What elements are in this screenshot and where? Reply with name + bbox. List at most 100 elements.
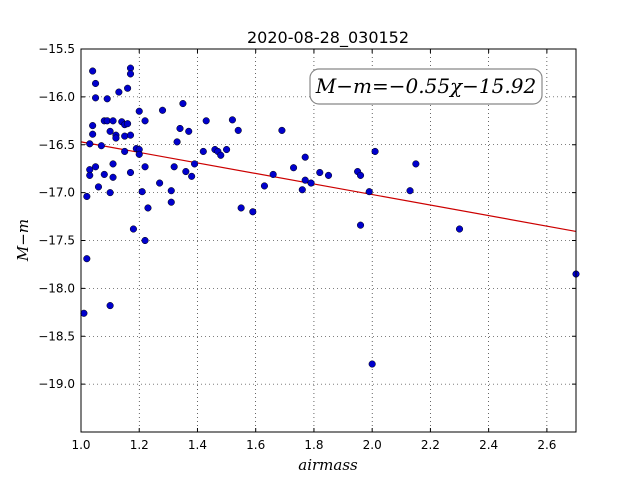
data-point <box>371 147 379 156</box>
fit-line <box>80 141 577 232</box>
data-point <box>109 117 117 125</box>
data-point <box>185 127 193 135</box>
x-tick-label: 1.4 <box>188 438 207 452</box>
data-point <box>141 236 149 245</box>
x-tick-label: 1.2 <box>130 438 149 452</box>
data-point <box>290 164 298 172</box>
data-point <box>260 182 268 190</box>
x-tick-label: 2.2 <box>421 438 440 452</box>
data-point <box>106 302 114 310</box>
data-point <box>89 130 97 138</box>
data-point <box>83 192 91 201</box>
data-point <box>223 145 231 154</box>
data-point <box>121 147 129 156</box>
data-point <box>182 168 190 176</box>
data-point <box>115 88 123 96</box>
fit-annotation: M−m=−0.55χ−15.92 <box>309 68 543 105</box>
data-point <box>167 198 175 206</box>
y-axis-label: M−m <box>14 219 32 262</box>
data-point <box>301 176 309 184</box>
data-point <box>217 151 225 159</box>
data-point <box>301 153 309 161</box>
data-point <box>179 100 187 108</box>
data-point <box>307 179 315 187</box>
data-point <box>278 126 286 134</box>
data-point <box>191 160 199 168</box>
data-point <box>109 173 117 181</box>
data-point <box>92 94 100 102</box>
data-point <box>92 79 100 88</box>
x-tick-label: 2.0 <box>363 438 382 452</box>
data-point <box>249 208 257 216</box>
y-tick-label: −17.0 <box>38 186 75 200</box>
data-point <box>135 150 143 158</box>
data-point <box>106 189 114 197</box>
data-point <box>228 116 236 124</box>
data-point <box>124 84 132 92</box>
data-point <box>126 168 135 177</box>
data-point <box>89 122 97 130</box>
data-point <box>269 170 277 178</box>
data-point <box>412 160 420 168</box>
data-point <box>89 67 97 75</box>
data-point <box>158 106 167 114</box>
y-tick-label: −17.5 <box>38 234 75 248</box>
data-point <box>144 204 152 212</box>
data-point <box>356 171 365 179</box>
data-point <box>86 166 94 174</box>
data-point <box>167 187 175 195</box>
data-point <box>100 170 108 178</box>
data-point <box>176 124 184 133</box>
data-point <box>135 107 143 115</box>
data-point <box>126 70 135 78</box>
data-point <box>173 138 181 146</box>
data-point <box>406 187 414 195</box>
data-point <box>97 142 105 150</box>
axis-ticks: 1.0 1.2 1.4 1.6 1.8 2.0 2.2 2.4 2.6 −15.5 −16.0 −16… <box>38 42 576 452</box>
annotation-box <box>309 68 543 105</box>
data-points <box>80 64 580 368</box>
data-point <box>170 163 178 171</box>
data-point <box>129 225 137 233</box>
data-point <box>188 172 196 180</box>
x-tick-label: 2.4 <box>479 438 498 452</box>
data-point <box>83 255 91 263</box>
data-point <box>199 147 207 156</box>
data-point <box>368 360 376 368</box>
data-point <box>141 163 149 171</box>
y-tick-label: −15.5 <box>38 42 75 56</box>
data-point <box>112 134 120 142</box>
data-point <box>298 186 306 194</box>
y-tick-label: −19.0 <box>38 377 75 391</box>
data-point <box>124 120 132 128</box>
chart-title: 2020-08-28_030152 <box>247 28 409 48</box>
y-tick-label: −16.0 <box>38 90 75 104</box>
data-point <box>126 131 135 139</box>
data-point <box>365 188 373 196</box>
data-point <box>109 160 117 168</box>
data-point <box>237 204 245 212</box>
y-tick-label: −18.0 <box>38 281 75 295</box>
x-tick-label: 1.0 <box>71 438 90 452</box>
annotation-text: M−m=−0.55χ−15.92 <box>315 74 536 98</box>
data-point <box>138 188 146 196</box>
data-point <box>141 117 149 125</box>
data-point <box>356 221 365 229</box>
y-tick-label: −16.5 <box>38 138 75 152</box>
x-axis-label: airmass <box>298 456 358 474</box>
data-point <box>94 183 103 191</box>
data-point <box>121 132 129 140</box>
data-point <box>455 225 464 233</box>
data-point <box>316 168 324 177</box>
data-point <box>103 95 111 103</box>
x-tick-label: 2.6 <box>537 438 556 452</box>
grid-lines <box>80 48 576 432</box>
data-point <box>80 309 88 317</box>
data-point <box>106 127 114 135</box>
x-tick-label: 1.6 <box>246 438 265 452</box>
data-point <box>202 117 210 125</box>
data-point <box>86 140 94 148</box>
data-point <box>324 171 333 179</box>
data-point <box>234 126 242 134</box>
